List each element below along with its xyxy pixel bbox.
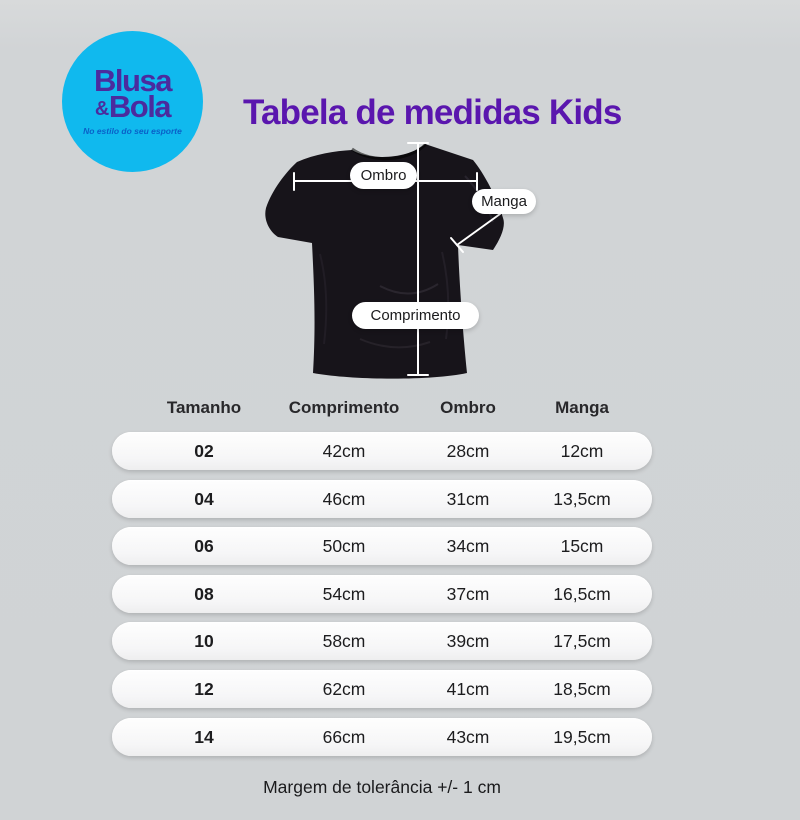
cell-comprimento: 66cm (322, 726, 366, 747)
brand-tagline: No estilo do seu esporte (83, 125, 182, 136)
table-row: 06 50cm 34cm 15cm (112, 527, 652, 566)
cell-size: 08 (194, 583, 214, 604)
cell-manga: 15cm (560, 536, 604, 557)
brand-name-line2: &Bola (94, 91, 172, 122)
cell-manga: 19,5cm (553, 726, 611, 747)
column-header-tamanho: Tamanho (166, 398, 242, 417)
length-measure-label: Comprimento (352, 302, 479, 329)
size-table: 02 42cm 28cm 12cm 04 46cm 31cm 13,5cm 06… (112, 432, 652, 765)
cell-size: 04 (194, 488, 214, 509)
table-row: 08 54cm 37cm 16,5cm (112, 574, 652, 613)
cell-comprimento: 46cm (322, 488, 366, 509)
shoulder-measure-label: Ombro (350, 162, 417, 189)
cell-ombro: 39cm (446, 631, 490, 652)
table-row: 10 58cm 39cm 17,5cm (112, 622, 652, 661)
tolerance-note: Margem de tolerância +/- 1 cm (263, 777, 501, 797)
cell-ombro: 34cm (446, 536, 490, 557)
cell-comprimento: 54cm (322, 583, 366, 604)
cell-manga: 12cm (560, 441, 604, 461)
brand-name-line2-text: Bola (108, 88, 172, 124)
cell-size: 06 (194, 536, 214, 557)
cell-size: 10 (194, 631, 214, 652)
cell-comprimento: 58cm (322, 631, 366, 652)
table-row: 02 42cm 28cm 12cm (112, 432, 652, 470)
cell-size: 14 (194, 726, 214, 747)
cell-comprimento: 42cm (322, 441, 366, 461)
cell-ombro: 31cm (446, 488, 490, 509)
column-header-ombro: Ombro (440, 398, 496, 417)
cell-ombro: 37cm (446, 583, 490, 604)
size-table-header: Tamanho Comprimento Ombro Manga (112, 398, 652, 420)
cell-ombro: 43cm (446, 726, 490, 747)
cell-ombro: 28cm (446, 441, 490, 461)
cell-comprimento: 50cm (322, 536, 366, 557)
brand-name-line1: Blusa (94, 62, 172, 98)
table-row: 12 62cm 41cm 18,5cm (112, 669, 652, 708)
cell-comprimento: 62cm (322, 678, 366, 699)
cell-size: 12 (194, 678, 214, 699)
cell-manga: 18,5cm (553, 678, 611, 699)
sleeve-measure-line (456, 213, 501, 246)
cell-manga: 13,5cm (553, 488, 611, 509)
cell-size: 02 (194, 441, 214, 461)
page-title: Tabela de medidas Kids (243, 93, 622, 133)
table-row: 14 66cm 43cm 19,5cm (112, 717, 652, 756)
sleeve-measure-label: Manga (472, 189, 536, 214)
brand-ampersand: & (94, 97, 109, 120)
table-row: 04 46cm 31cm 13,5cm (112, 479, 652, 518)
column-header-comprimento: Comprimento (288, 398, 400, 417)
cell-manga: 17,5cm (553, 631, 611, 652)
column-header-manga: Manga (555, 398, 609, 417)
brand-logo: Blusa &Bola No estilo do seu esporte (62, 31, 203, 172)
cell-ombro: 41cm (446, 678, 490, 699)
cell-manga: 16,5cm (553, 583, 611, 604)
